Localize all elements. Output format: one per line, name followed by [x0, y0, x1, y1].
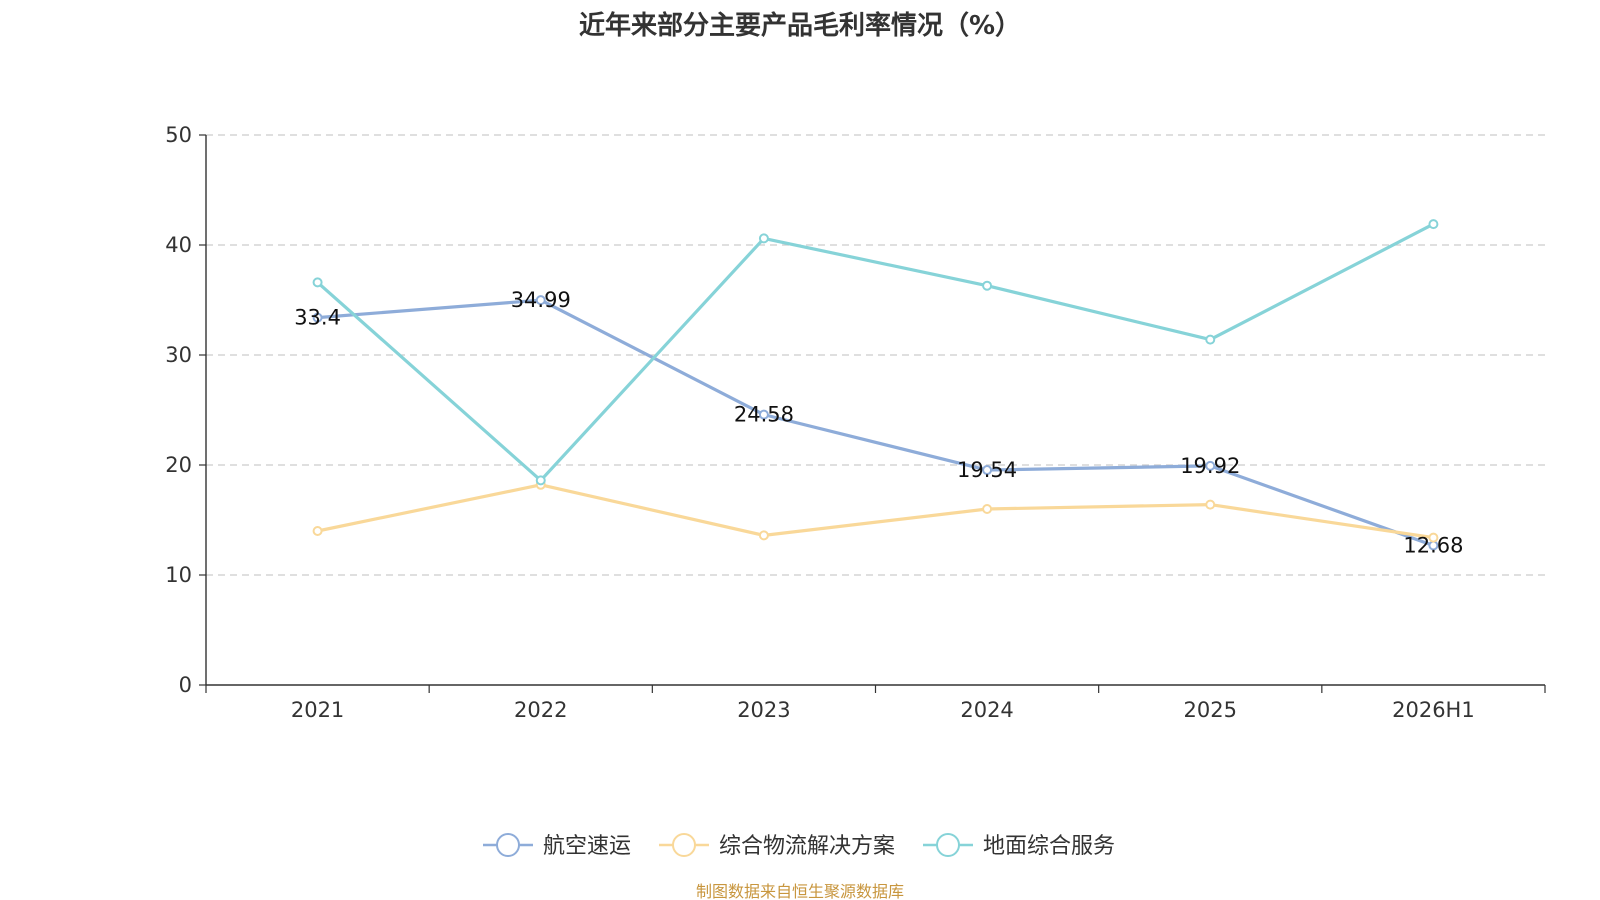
- data-label: 19.54: [957, 458, 1017, 482]
- data-label: 12.68: [1403, 534, 1463, 558]
- legend-marker: [496, 833, 520, 857]
- y-tick-label: 0: [179, 673, 192, 697]
- data-label: 34.99: [511, 288, 571, 312]
- data-point: [758, 409, 769, 420]
- y-tick-label: 30: [165, 343, 192, 367]
- data-labels: 33.4 34.99 24.58 19.54 19.92 12.68: [294, 288, 1463, 557]
- x-tick-label: 2021: [291, 698, 344, 722]
- legend-label: 综合物流解决方案: [719, 834, 895, 859]
- series-line: [316, 222, 1435, 482]
- x-tick-label: 2025: [1184, 698, 1237, 722]
- data-point: [1428, 219, 1439, 230]
- grid-lines: [206, 134, 1545, 576]
- data-point: [758, 233, 769, 244]
- data-label: 24.58: [734, 403, 794, 427]
- source-note: 制图数据来自恒生聚源数据库: [696, 882, 904, 900]
- data-point: [1205, 460, 1216, 471]
- data-point: [312, 312, 323, 323]
- y-tick-label: 40: [165, 233, 192, 257]
- legend-marker: [672, 833, 696, 857]
- data-label: 33.4: [294, 306, 341, 330]
- data-point: [758, 530, 769, 541]
- legend-label: 航空速运: [543, 834, 631, 859]
- y-tick-label: 50: [165, 123, 192, 147]
- data-label: 19.92: [1180, 454, 1240, 478]
- series-layer: [312, 219, 1439, 551]
- series-line: [317, 483, 1434, 540]
- data-point: [1205, 334, 1216, 345]
- legend-label: 地面综合服务: [983, 834, 1115, 859]
- data-point: [312, 277, 323, 288]
- series-line: [317, 298, 1434, 548]
- x-tick-label: 2026H1: [1392, 698, 1475, 722]
- x-tick-label: 2023: [737, 698, 790, 722]
- data-point: [312, 526, 323, 536]
- data-point: [982, 280, 993, 291]
- data-point: [535, 475, 546, 486]
- data-point: [982, 504, 993, 514]
- x-tick-label: 2024: [960, 698, 1013, 722]
- x-tick-label: 2022: [514, 698, 567, 722]
- data-point: [1428, 532, 1439, 543]
- data-point: [1205, 499, 1216, 510]
- legend: 航空速运 综合物流解决方案 地面综合服务: [483, 833, 1115, 859]
- y-tick-label: 20: [165, 453, 192, 477]
- chart-title: 近年来部分主要产品毛利率情况（%）: [579, 10, 1021, 41]
- legend-item: 航空速运: [483, 833, 631, 859]
- axes: 0 10 20 30 40 50 2021 2022 2023 2024 2025 2026H1: [165, 123, 1546, 722]
- y-tick-label: 10: [165, 563, 192, 587]
- data-point: [982, 465, 993, 476]
- legend-marker: [936, 833, 960, 857]
- data-point: [535, 295, 546, 306]
- legend-item: 地面综合服务: [923, 833, 1115, 859]
- legend-item: 综合物流解决方案: [659, 833, 895, 859]
